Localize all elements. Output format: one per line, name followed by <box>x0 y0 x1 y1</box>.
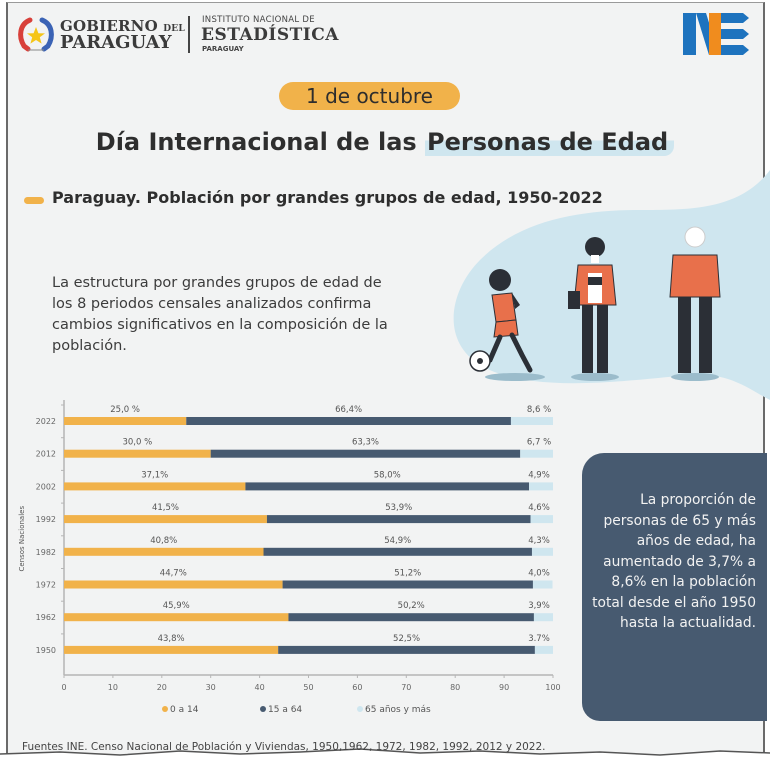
legend-label: 15 a 64 <box>268 705 302 715</box>
stacked-bar-chart: Censos Nacionales 0 10 20 30 40 50 60 70 80 90 100 2… <box>18 400 561 715</box>
bar-segment-0-a-14 <box>64 613 289 622</box>
bar-segment-65-años-y-más <box>529 482 553 491</box>
data-label: 4,3% <box>528 536 550 546</box>
data-label: 6,7 % <box>527 438 551 448</box>
y-tick-label: 2002 <box>36 482 56 491</box>
bar-segment-15-a-64 <box>263 547 532 556</box>
paraguay-label: PARAGUAY <box>60 32 172 53</box>
bar-segment-0-a-14 <box>64 645 279 654</box>
bar-segment-15-a-64 <box>266 515 531 524</box>
data-label: 52,5% <box>393 634 420 644</box>
header-divider <box>188 16 190 53</box>
bar-segment-15-a-64 <box>278 645 535 654</box>
x-tick-label: 20 <box>157 683 167 692</box>
x-tick-label: 0 <box>61 683 66 692</box>
info-box <box>582 453 767 721</box>
data-label: 50,2% <box>398 601 425 611</box>
data-label: 51,2% <box>394 569 421 579</box>
data-label: 4,9% <box>528 470 550 480</box>
bar-segment-0-a-14 <box>64 449 211 458</box>
data-label: 4,0% <box>528 569 550 579</box>
x-tick-label: 80 <box>450 683 460 692</box>
bar-segment-0-a-14 <box>64 580 283 589</box>
data-label: 41,5% <box>152 503 179 513</box>
bar-segment-65-años-y-más <box>532 580 553 589</box>
y-tick-label: 2012 <box>36 450 56 459</box>
bar-segment-0-a-14 <box>64 515 267 524</box>
date-badge: 1 de octubre <box>279 82 460 110</box>
x-tick-label: 10 <box>108 683 118 692</box>
bar-segment-65-años-y-más <box>533 613 553 622</box>
info-box-text: La proporción de personas de 65 y más añ… <box>592 492 756 631</box>
bar-segment-15-a-64 <box>288 613 534 622</box>
ine-label-line3: PARAGUAY <box>202 45 244 53</box>
y-tick-label: 1982 <box>36 548 56 557</box>
title-highlight: Personas de Edad <box>425 128 675 156</box>
bar-segment-15-a-64 <box>210 449 521 458</box>
data-label: 44,7% <box>160 569 187 579</box>
x-tick-label: 40 <box>255 683 265 692</box>
ine-label-line1: INSTITUTO NACIONAL DE <box>202 15 315 25</box>
ine-label-line2: ESTADÍSTICA <box>201 25 339 45</box>
x-tick-label: 60 <box>352 683 362 692</box>
x-tick-label: 30 <box>206 683 216 692</box>
data-label: 58,0% <box>374 470 401 480</box>
bar-segment-65-años-y-más <box>531 547 553 556</box>
x-tick-label: 90 <box>499 683 509 692</box>
torn-edge <box>0 748 770 770</box>
data-label: 4,6% <box>528 503 550 513</box>
bar-segment-65-años-y-más <box>520 449 553 458</box>
data-label: 37,1% <box>141 470 168 480</box>
y-tick-label: 1972 <box>36 581 56 590</box>
bar-segment-0-a-14 <box>64 482 246 491</box>
data-label: 8,6 % <box>527 405 551 415</box>
child-figure-icon <box>469 269 545 381</box>
legend-label: 65 años y más <box>365 705 431 715</box>
bar-segment-65-años-y-más <box>510 417 553 425</box>
bar-segment-15-a-64 <box>282 580 533 589</box>
teen-figure-icon <box>568 237 619 381</box>
data-label: 66,4% <box>335 405 362 415</box>
legend-marker <box>357 706 363 712</box>
y-tick-label: 1992 <box>36 515 56 524</box>
y-axis-title: Censos Nacionales <box>18 506 26 572</box>
data-label: 3,9% <box>528 601 550 611</box>
bar-segment-15-a-64 <box>245 482 530 491</box>
legend-marker <box>162 706 168 712</box>
data-label: 63,3% <box>352 438 379 448</box>
x-tick-label: 70 <box>401 683 411 692</box>
data-label: 40,8% <box>150 536 177 546</box>
data-label: 25,0 % <box>110 405 140 415</box>
gobierno-paraguay-seal-icon <box>18 17 54 52</box>
page-title: Día Internacional de las Personas de Eda… <box>0 128 770 156</box>
older-adult-figure-icon <box>669 226 721 381</box>
data-label: 53,9% <box>385 503 412 513</box>
sources-note: Fuentes INE. Censo Nacional de Población… <box>22 741 546 753</box>
x-tick-label: 100 <box>545 683 560 692</box>
x-tick-label: 50 <box>303 683 313 692</box>
bar-segment-65-años-y-más <box>534 645 553 654</box>
people-illustration <box>469 226 721 381</box>
subtitle-marker <box>24 197 44 204</box>
bar-segment-0-a-14 <box>64 417 187 425</box>
y-tick-label: 1950 <box>36 646 56 655</box>
gobierno-label: GOBIERNO DEL <box>60 17 185 35</box>
bar-segment-65-años-y-más <box>530 515 553 524</box>
chart-subtitle: Paraguay. Población por grandes grupos d… <box>52 188 603 207</box>
ine-logo-icon <box>683 13 749 55</box>
y-tick-label: 2022 <box>36 417 56 426</box>
intro-paragraph: La estructura por grandes grupos de edad… <box>52 275 388 354</box>
y-tick-label: 1962 <box>36 613 56 622</box>
data-label: 54,9% <box>384 536 411 546</box>
data-label: 43,8% <box>158 634 185 644</box>
data-label: 45,9% <box>163 601 190 611</box>
data-label: 30,0 % <box>122 438 152 448</box>
legend-label: 0 a 14 <box>170 705 199 715</box>
legend-marker <box>260 706 266 712</box>
data-label: 3.7% <box>528 634 550 644</box>
bar-segment-0-a-14 <box>64 547 264 556</box>
bar-segment-15-a-64 <box>186 417 511 425</box>
